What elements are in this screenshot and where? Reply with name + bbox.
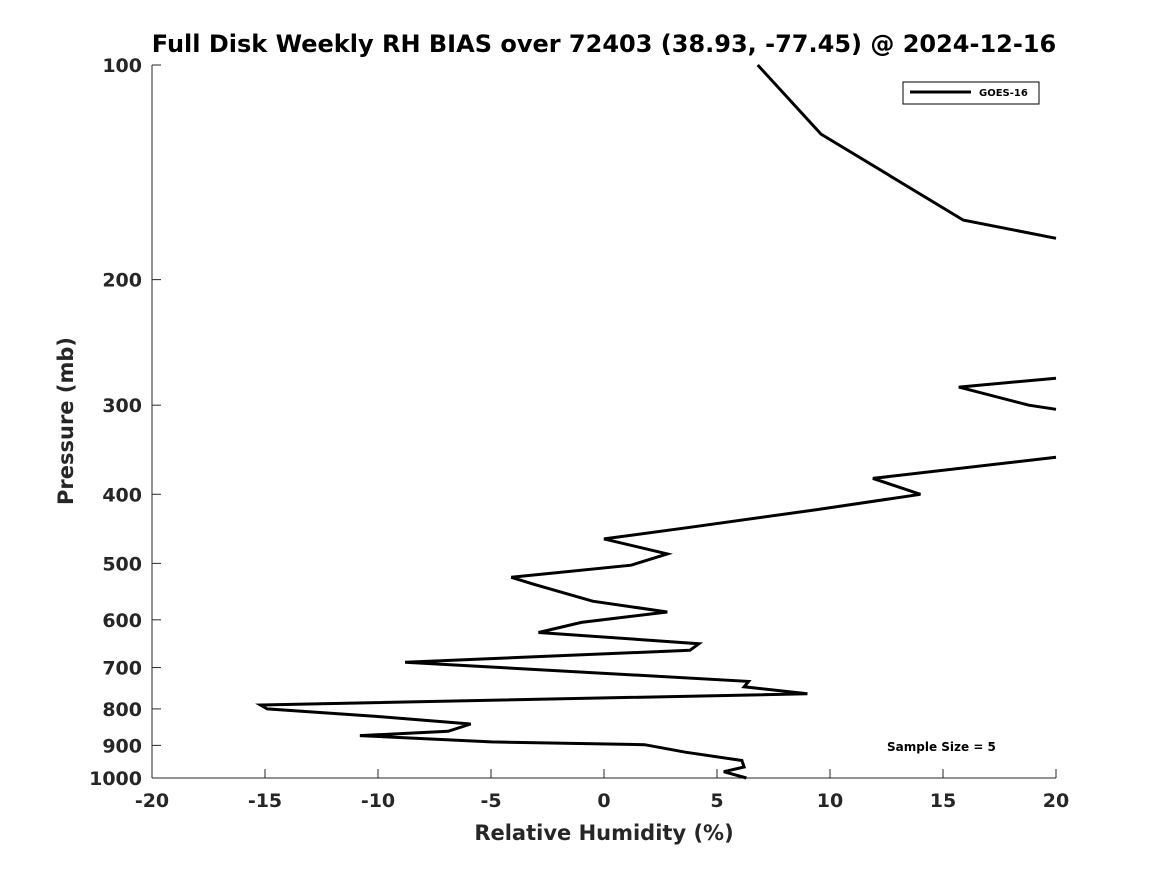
x-tick-label: 5 — [710, 790, 723, 812]
series-line-goes-16 — [255, 455, 1057, 780]
x-tick-label: -5 — [480, 790, 501, 812]
y-tick-label: 900 — [102, 735, 142, 757]
y-axis-label: Pressure (mb) — [54, 337, 78, 505]
y-axis-ticks: 100 200 300 400 500 600 700 800 900 1000 — [89, 55, 161, 790]
x-tick-label: -20 — [135, 790, 169, 812]
y-tick-label: 500 — [102, 553, 142, 575]
y-tick-label: 300 — [102, 395, 142, 417]
legend: GOES-16 — [902, 81, 1040, 105]
plot-area — [152, 65, 1056, 778]
y-tick-label: 1000 — [89, 768, 142, 790]
y-tick-label: 100 — [102, 55, 142, 77]
series-layer — [255, 63, 1057, 780]
y-tick-label: 400 — [102, 484, 142, 506]
x-axis-ticks: -20 -15 -10 -5 0 5 10 15 20 — [135, 769, 1069, 812]
x-tick-label: 15 — [930, 790, 956, 812]
x-tick-label: -10 — [361, 790, 395, 812]
series-line-goes-16 — [756, 63, 1057, 240]
chart-title: Full Disk Weekly RH BIAS over 72403 (38.… — [152, 30, 1056, 58]
legend-label-goes-16: GOES-16 — [979, 88, 1028, 99]
y-tick-label: 600 — [102, 610, 142, 632]
x-tick-label: -15 — [248, 790, 282, 812]
x-tick-label: 10 — [817, 790, 843, 812]
x-tick-label: 20 — [1043, 790, 1069, 812]
sample-size-annotation: Sample Size = 5 — [887, 740, 996, 754]
x-axis-label: Relative Humidity (%) — [474, 821, 733, 845]
y-tick-label: 700 — [102, 658, 142, 680]
y-tick-label: 200 — [102, 270, 142, 292]
y-tick-label: 800 — [102, 699, 142, 721]
series-line-goes-16 — [958, 376, 1057, 411]
x-tick-label: 0 — [597, 790, 610, 812]
